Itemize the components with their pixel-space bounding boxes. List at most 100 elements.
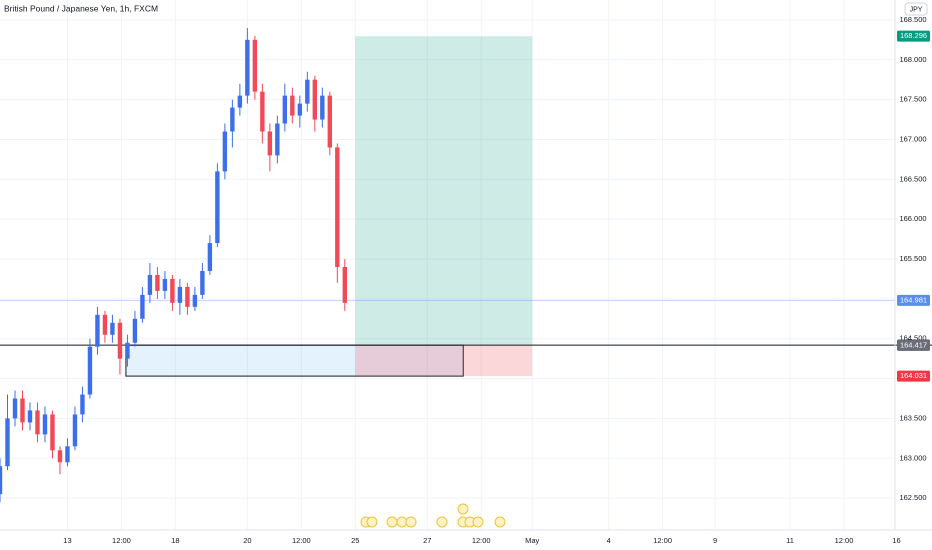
price-label-text: 168.296 <box>900 31 927 40</box>
candle-body <box>42 414 48 435</box>
event-icon[interactable] <box>405 516 417 528</box>
x-tick-label: 18 <box>171 536 179 545</box>
event-icon[interactable] <box>366 516 378 528</box>
candle-body <box>170 278 175 303</box>
event-icons <box>360 503 506 528</box>
candle-body <box>5 418 10 467</box>
y-tick-label: 164.500 <box>899 334 926 343</box>
zone <box>125 344 464 377</box>
candles <box>0 27 348 503</box>
candle-body <box>245 39 250 96</box>
candle-body <box>57 450 63 463</box>
event-icon[interactable] <box>436 516 448 528</box>
candle-body <box>0 466 3 495</box>
x-tick-label: 12:00 <box>472 536 491 545</box>
candle-body <box>20 398 25 423</box>
x-tick-label: 12:00 <box>112 536 131 545</box>
y-tick-label: 168.000 <box>899 55 926 64</box>
candle-body <box>230 107 235 132</box>
x-tick-label: 27 <box>423 536 431 545</box>
y-tick-label: 168.500 <box>899 15 926 24</box>
candle-body <box>192 294 198 307</box>
y-tick-label: 163.000 <box>899 453 926 462</box>
candle-body <box>282 95 288 124</box>
candle-body <box>267 131 273 156</box>
x-tick-label: 11 <box>786 536 794 545</box>
candle-body <box>342 266 348 303</box>
y-tick-label: 166.500 <box>899 174 926 183</box>
candle-body <box>27 410 33 423</box>
overlays <box>0 36 932 377</box>
candle-body <box>177 286 183 303</box>
price-label: 168.296 <box>897 30 930 42</box>
y-tick-label: 163.500 <box>899 413 926 422</box>
candle-body <box>50 414 55 451</box>
price-label-text: 164.981 <box>900 295 927 304</box>
candle-body <box>297 103 303 116</box>
x-tick-label: 12:00 <box>653 536 672 545</box>
candle-body <box>260 91 265 132</box>
candle-body <box>320 95 325 120</box>
candle-body <box>132 318 138 343</box>
y-tick-label: 162.500 <box>899 493 926 502</box>
event-icon[interactable] <box>386 516 398 528</box>
price-label-box <box>897 30 930 42</box>
candle-body <box>12 398 18 419</box>
loss-zone <box>355 345 533 377</box>
x-tick-label: 12:00 <box>292 536 311 545</box>
price-label-text: 164.417 <box>900 340 927 349</box>
candle-body <box>327 95 333 148</box>
y-tick-label: 167.000 <box>899 134 926 143</box>
candle-body <box>222 131 228 172</box>
event-icon[interactable] <box>457 503 469 515</box>
candle-body <box>215 171 220 244</box>
price-label-box <box>897 294 930 306</box>
y-tick-label: 167.500 <box>899 95 926 104</box>
price-label: 164.031 <box>897 370 930 382</box>
x-tick-label: 9 <box>713 536 717 545</box>
candle-body <box>35 410 40 435</box>
candle-body <box>117 322 123 359</box>
candle-body <box>162 278 168 291</box>
x-tick-label: 16 <box>892 536 900 545</box>
chart-title: British Pound / Japanese Yen, 1h, FXCM <box>4 3 158 13</box>
candle-body <box>102 314 108 335</box>
candle-body <box>110 322 115 335</box>
candle-body <box>237 95 243 108</box>
y-tick-label: 165.500 <box>899 254 926 263</box>
candle-body <box>125 342 130 359</box>
event-icon[interactable] <box>494 516 506 528</box>
candle-body <box>155 274 160 291</box>
candle-body <box>312 79 318 120</box>
x-tick-label: 4 <box>607 536 611 545</box>
candle-body <box>290 95 295 116</box>
candle-body <box>207 243 213 271</box>
currency-button-label[interactable]: JPY <box>910 6 923 13</box>
candle-body <box>65 446 70 463</box>
candle-body <box>95 314 100 347</box>
currency-button[interactable] <box>904 2 928 16</box>
price-label-box <box>897 370 930 382</box>
y-tick-label: 166.000 <box>899 214 926 223</box>
price-label-text: 164.031 <box>900 371 927 380</box>
price-label: 164.417 <box>897 339 930 351</box>
axes: 168.500 168.000 167.500 167.000 166.500 166.0… <box>63 15 930 545</box>
candle-body <box>200 270 205 295</box>
candle-body <box>335 147 340 267</box>
price-label: 164.981 <box>897 294 930 306</box>
candle-body <box>252 39 258 92</box>
candle-body <box>80 394 85 415</box>
candle-body <box>275 123 280 156</box>
candle-body <box>87 346 93 395</box>
candle-body <box>72 414 78 447</box>
x-tick-label: 20 <box>243 536 251 545</box>
x-tick-label: 25 <box>351 536 359 545</box>
x-tick-label: May <box>525 536 539 545</box>
candle-body <box>147 274 153 295</box>
price-label-box <box>897 339 930 351</box>
candle-body <box>140 294 145 319</box>
grid <box>0 0 895 530</box>
event-icon[interactable] <box>472 516 484 528</box>
candle-body <box>305 79 310 104</box>
